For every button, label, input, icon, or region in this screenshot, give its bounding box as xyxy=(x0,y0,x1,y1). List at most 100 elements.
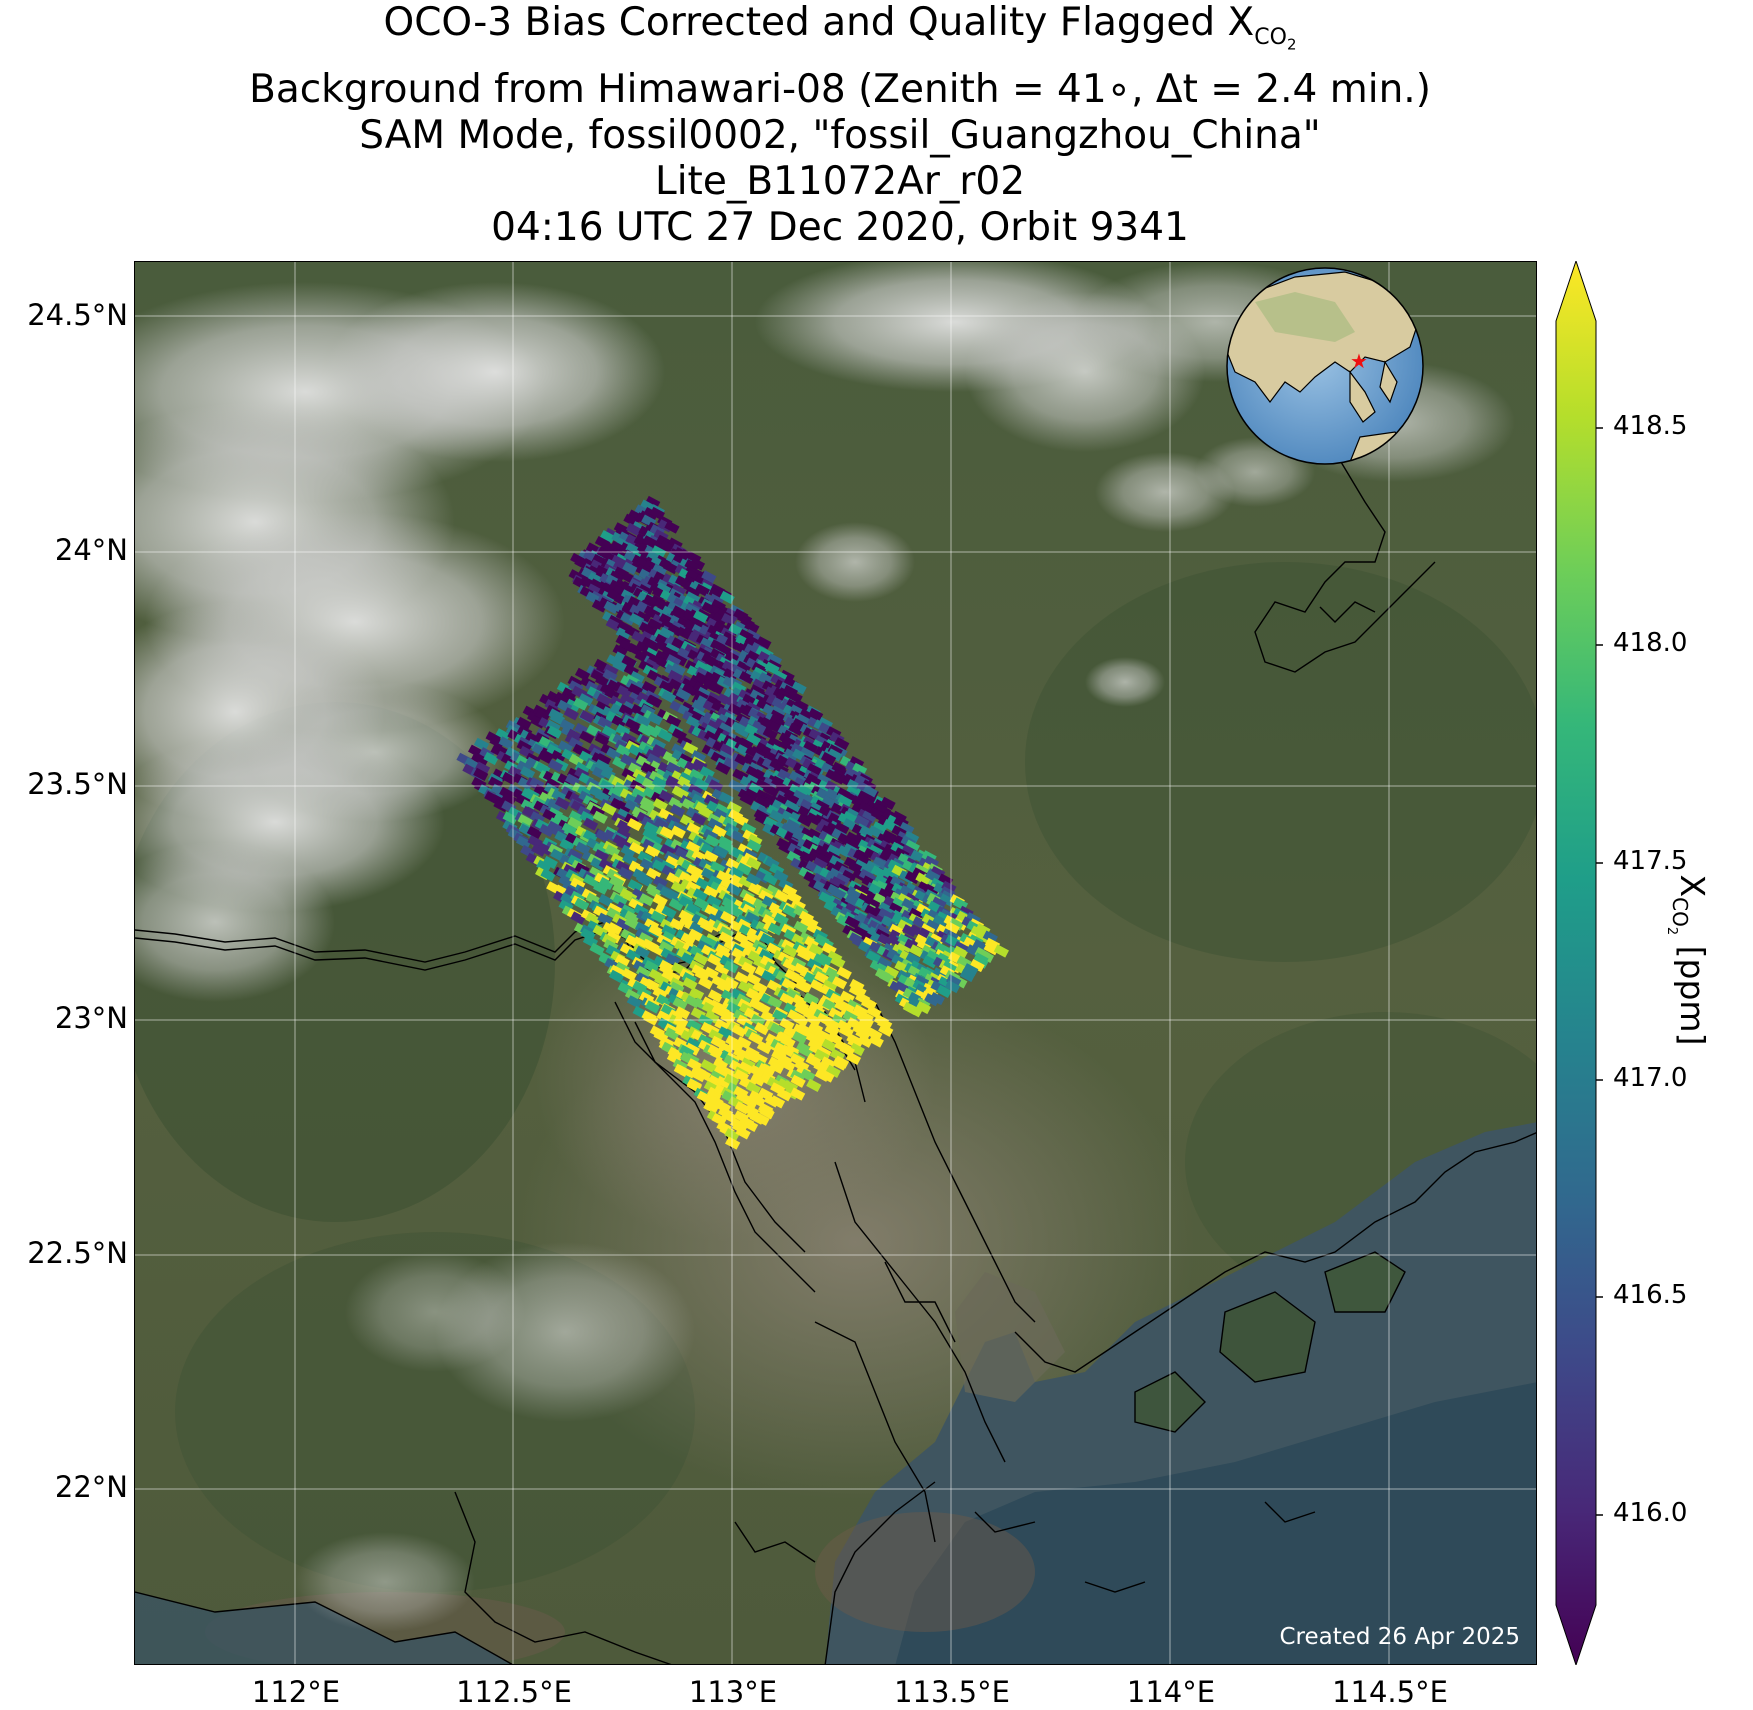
created-date: Created 26 Apr 2025 xyxy=(1279,1624,1520,1650)
sounding-pixel xyxy=(837,794,853,808)
sounding-pixel xyxy=(809,979,825,993)
sounding-pixel xyxy=(959,968,976,983)
sounding-pixel xyxy=(782,944,798,958)
sounding-pixel xyxy=(782,958,798,972)
sounding-pixel xyxy=(675,688,691,702)
sounding-pixel xyxy=(641,777,657,791)
colorbar-gradient xyxy=(1555,261,1603,1665)
sounding-pixel xyxy=(822,979,838,993)
lat-tick-label: 22°N xyxy=(54,1470,128,1504)
sounding-pixel xyxy=(725,738,741,752)
sounding-pixel xyxy=(808,943,824,957)
sounding-pixel xyxy=(718,839,734,853)
sounding-pixel xyxy=(597,716,613,730)
sounding-pixel xyxy=(845,1051,862,1065)
sounding-pixel xyxy=(880,796,896,810)
sounding-pixel xyxy=(542,770,559,784)
sounding-pixel xyxy=(719,590,735,605)
sounding-pixel xyxy=(824,1023,840,1037)
sounding-pixel xyxy=(716,980,732,994)
sounding-pixel xyxy=(608,969,625,983)
sounding-pixel xyxy=(690,600,707,614)
sounding-pixel xyxy=(679,1067,695,1081)
sounding-pixel xyxy=(627,683,643,697)
sounding-pixel xyxy=(602,669,618,683)
sounding-pixel xyxy=(730,830,746,844)
sounding-pixel xyxy=(658,680,675,694)
sounding-pixel xyxy=(618,866,634,880)
sounding-pixel xyxy=(704,1010,720,1024)
sounding-pixel xyxy=(652,798,668,812)
sounding-pixel xyxy=(619,693,635,707)
sounding-pixel xyxy=(582,829,599,843)
sounding-pixel xyxy=(702,700,718,714)
sounding-pixel xyxy=(526,825,543,840)
sounding-pixel xyxy=(993,944,1009,958)
sounding-pixel xyxy=(698,805,714,819)
sounding-pixel xyxy=(634,945,650,959)
sounding-pixel xyxy=(746,733,762,747)
sounding-pixel xyxy=(527,835,543,849)
sounding-pixel xyxy=(639,800,655,814)
sounding-pixel xyxy=(766,653,783,667)
sounding-pixel xyxy=(799,851,815,865)
sounding-pixel xyxy=(670,881,687,895)
sounding-pixel xyxy=(755,921,771,935)
sounding-pixel xyxy=(734,724,751,738)
sounding-pixel xyxy=(489,735,505,749)
sounding-pixel xyxy=(760,1063,776,1077)
sounding-pixel xyxy=(743,788,760,802)
sounding-pixel xyxy=(725,1136,741,1150)
sounding-pixel xyxy=(691,699,707,713)
sounding-pixel xyxy=(546,725,563,739)
sounding-pixel xyxy=(754,1022,770,1036)
sounding-pixel xyxy=(769,1060,785,1074)
sounding-pixel xyxy=(872,856,888,870)
colorbar-tick-label: 416.5 xyxy=(1613,1280,1688,1310)
sounding-pixel xyxy=(904,839,920,853)
sounding-pixel xyxy=(585,912,601,926)
sounding-pixel xyxy=(595,829,611,843)
sounding-pixel xyxy=(703,1100,719,1115)
lon-tick-label: 113°E xyxy=(688,1675,778,1709)
lat-tick-label: 24.5°N xyxy=(27,298,128,332)
sounding-pixel xyxy=(741,961,757,975)
sounding-pixel xyxy=(693,952,709,966)
sounding-pixel xyxy=(790,1074,806,1088)
sounding-pixel xyxy=(641,681,657,695)
sounding-pixel xyxy=(747,833,763,847)
sounding-pixel xyxy=(707,989,723,1003)
sounding-pixel xyxy=(952,945,969,959)
sounding-pixel xyxy=(929,933,945,947)
sounding-pixel xyxy=(630,703,647,718)
sounding-pixel xyxy=(944,980,961,994)
sounding-pixel xyxy=(557,740,573,754)
sounding-pixel xyxy=(851,762,868,776)
sounding-pixel xyxy=(605,930,622,944)
sounding-pixel xyxy=(635,714,651,728)
sounding-pixel xyxy=(643,821,659,835)
sounding-pixel xyxy=(684,1042,700,1056)
sounding-pixel xyxy=(858,801,874,815)
sounding-pixel xyxy=(730,874,746,888)
sounding-pixel xyxy=(969,959,985,973)
sounding-pixel xyxy=(547,759,564,773)
sounding-pixel xyxy=(899,821,915,836)
map-panel[interactable]: ★ Created 26 Apr 2025 xyxy=(134,261,1537,1665)
sounding-pixel xyxy=(598,877,614,891)
sounding-pixel xyxy=(582,817,599,831)
sounding-pixel xyxy=(723,757,739,771)
sounding-pixel xyxy=(827,812,843,826)
sounding-pixel xyxy=(540,868,556,882)
sounding-pixel xyxy=(756,636,772,650)
sounding-pixel xyxy=(819,1069,835,1083)
sounding-pixel xyxy=(644,845,661,859)
sounding-pixel xyxy=(645,638,661,652)
sounding-pixel xyxy=(699,919,716,933)
sounding-pixel xyxy=(627,818,643,832)
sounding-pixel xyxy=(791,681,807,695)
sounding-pixel xyxy=(616,800,632,814)
sounding-pixel xyxy=(769,809,785,823)
sounding-pixel xyxy=(849,1042,865,1057)
sounding-pixel xyxy=(681,682,698,697)
